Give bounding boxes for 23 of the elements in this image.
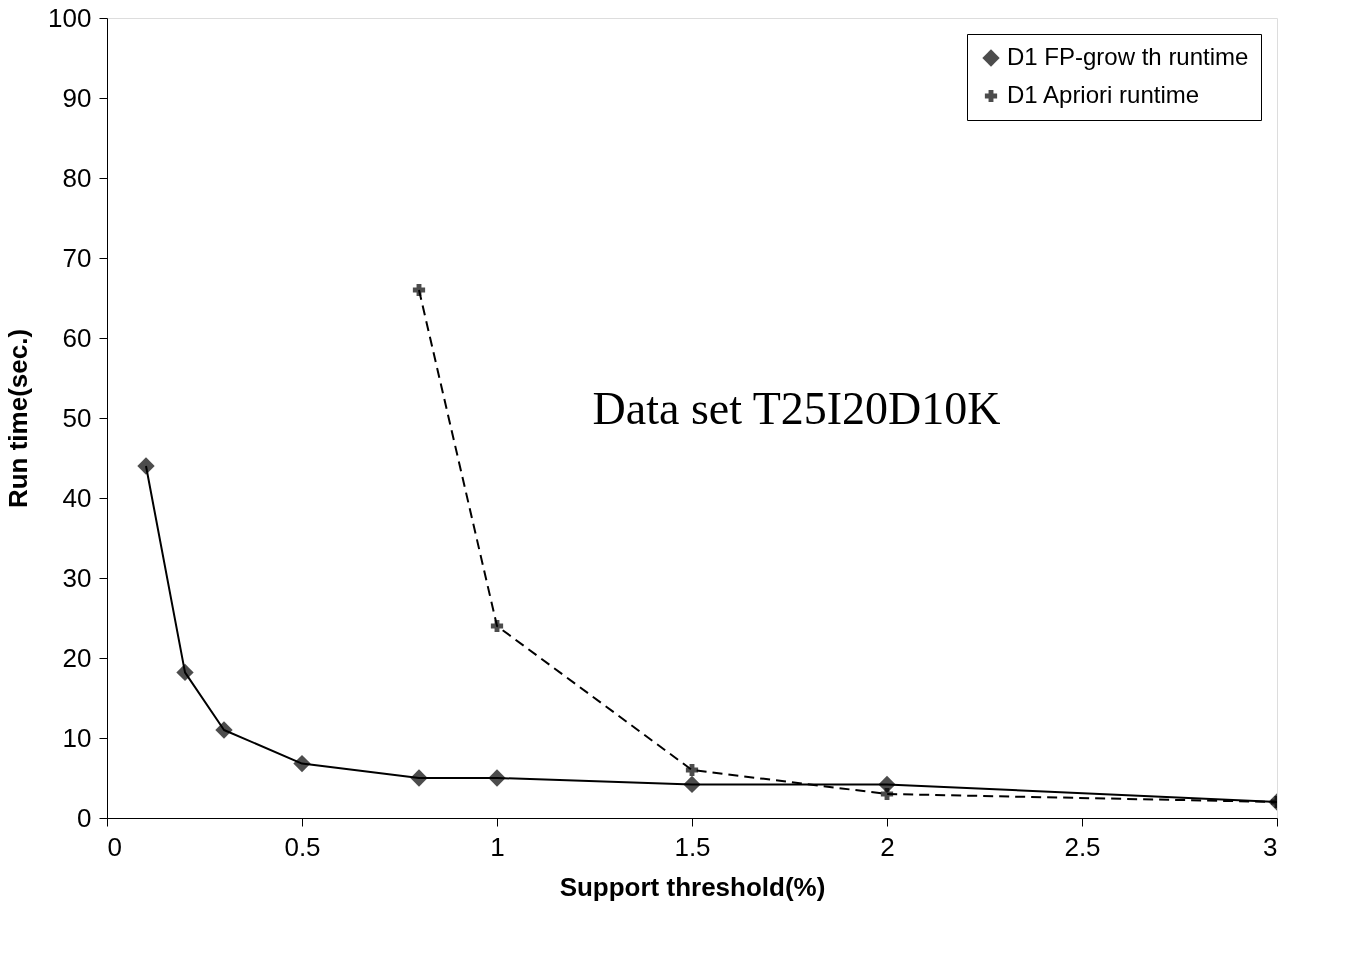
x-tick-label: 1.5 [674, 831, 711, 862]
y-tick-label: 40 [62, 482, 92, 513]
y-tick-label: 70 [62, 242, 92, 273]
x-tick-label: 3 [1263, 831, 1278, 862]
y-tick-label: 80 [62, 162, 92, 193]
x-tick-label: 0 [107, 831, 122, 862]
y-tick-label: 50 [62, 402, 92, 433]
y-axis-title: Run time(sec.) [3, 328, 34, 509]
x-tick-label: 0.5 [284, 831, 321, 862]
annotation: Data set T25I20D10K [592, 383, 1001, 434]
x-tick-label: 2 [880, 831, 895, 862]
y-tick-label: 0 [77, 802, 92, 833]
x-tick-label: 2.5 [1064, 831, 1101, 862]
y-tick-label: 10 [62, 722, 92, 753]
y-tick-label: 30 [62, 562, 92, 593]
x-tick-label: 1 [490, 831, 505, 862]
legend-label: D1 FP-grow th runtime [1007, 43, 1249, 70]
legend-label: D1 Apriori runtime [1007, 81, 1200, 108]
y-tick-label: 100 [48, 2, 92, 33]
y-tick-label: 90 [62, 82, 92, 113]
y-tick-label: 20 [62, 642, 92, 673]
x-axis-title: Support threshold(%) [559, 871, 826, 902]
y-tick-label: 60 [62, 322, 92, 353]
